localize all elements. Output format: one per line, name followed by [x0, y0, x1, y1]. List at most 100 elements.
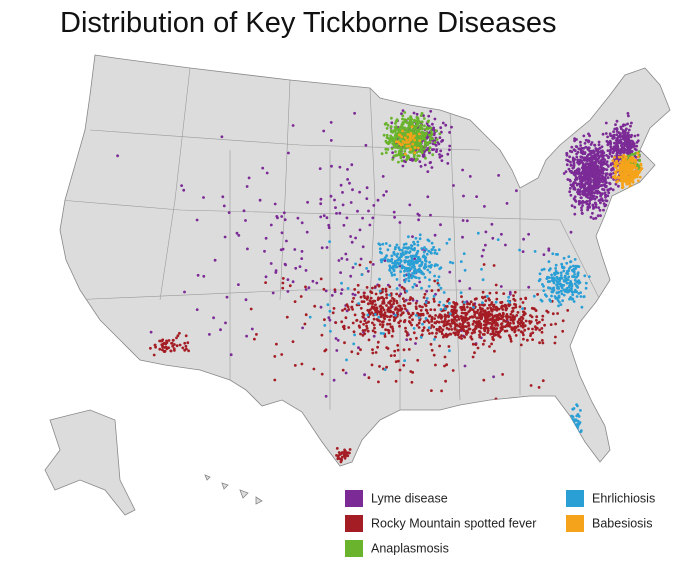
case-dot — [565, 281, 569, 285]
case-dot — [630, 188, 633, 192]
case-dot — [599, 150, 603, 153]
case-dot — [538, 341, 541, 345]
case-dot — [535, 318, 538, 322]
case-dot — [368, 223, 372, 227]
case-dot — [334, 206, 337, 210]
case-dot — [393, 308, 397, 311]
case-dot — [365, 186, 369, 190]
case-dot — [478, 335, 482, 339]
case-dot — [245, 185, 249, 188]
case-dot — [355, 319, 358, 322]
case-dot — [360, 273, 364, 276]
case-dot — [404, 307, 407, 311]
case-dot — [437, 283, 441, 287]
case-dot — [343, 341, 346, 345]
case-dot — [401, 129, 404, 133]
case-dot — [428, 146, 432, 150]
case-dot — [363, 332, 367, 336]
case-dot — [611, 151, 615, 155]
case-dot — [563, 276, 567, 279]
case-dot — [520, 315, 523, 319]
case-dot — [430, 348, 434, 352]
case-dot — [588, 182, 592, 186]
case-dot — [165, 339, 168, 343]
case-dot — [571, 275, 575, 278]
case-dot — [625, 164, 628, 168]
case-dot — [490, 327, 494, 330]
case-dot — [607, 165, 610, 168]
case-dot — [472, 310, 476, 314]
case-dot — [454, 309, 457, 313]
case-dot — [592, 206, 596, 209]
case-dot — [558, 138, 562, 142]
case-dot — [582, 193, 586, 197]
case-dot — [279, 248, 283, 252]
case-dot — [568, 155, 571, 159]
case-dot — [339, 183, 343, 187]
case-dot — [502, 292, 506, 295]
case-dot — [599, 198, 602, 202]
case-dot — [372, 204, 376, 207]
case-dot — [264, 281, 267, 284]
case-dot — [402, 348, 406, 352]
case-dot — [444, 315, 447, 319]
case-dot — [635, 144, 639, 148]
case-dot — [445, 241, 449, 245]
case-dot — [594, 216, 598, 220]
case-dot — [579, 295, 583, 298]
case-dot — [409, 121, 413, 124]
case-dot — [408, 203, 412, 207]
case-dot — [476, 231, 480, 235]
case-dot — [433, 141, 437, 144]
case-dot — [571, 415, 575, 419]
case-dot — [395, 287, 399, 290]
case-dot — [596, 148, 600, 152]
case-dot — [640, 167, 644, 171]
case-dot — [345, 258, 349, 261]
case-dot — [478, 314, 482, 318]
case-dot — [570, 145, 574, 149]
case-dot — [415, 115, 419, 119]
case-dot — [392, 143, 396, 147]
case-dot — [183, 290, 186, 294]
case-dot — [341, 191, 344, 194]
case-dot — [428, 260, 431, 264]
case-dot — [448, 260, 452, 264]
case-dot — [412, 269, 416, 273]
case-dot — [227, 211, 231, 215]
case-dot — [508, 301, 512, 304]
case-dot — [408, 158, 412, 162]
case-dot — [608, 150, 612, 154]
case-dot — [394, 150, 397, 154]
case-dot — [423, 292, 427, 296]
case-dot — [562, 279, 566, 282]
case-dot — [540, 268, 544, 272]
case-dot — [614, 123, 617, 126]
case-dot — [425, 126, 429, 129]
case-dot — [246, 247, 249, 251]
case-dot — [390, 147, 394, 151]
case-dot — [557, 290, 561, 294]
case-dot — [601, 171, 605, 175]
case-dot — [542, 289, 546, 292]
case-dot — [343, 307, 347, 311]
case-dot — [461, 219, 465, 222]
case-dot — [590, 168, 594, 172]
case-dot — [345, 451, 349, 455]
case-dot — [382, 193, 386, 197]
case-dot — [340, 455, 344, 459]
case-dot — [481, 290, 485, 294]
case-dot — [597, 161, 601, 165]
case-dot — [331, 311, 335, 315]
case-dot — [149, 330, 153, 334]
case-dot — [493, 333, 496, 337]
case-dot — [335, 212, 338, 215]
case-dot — [408, 138, 412, 142]
case-dot — [395, 278, 399, 281]
case-dot — [320, 333, 324, 337]
case-dot — [421, 329, 424, 333]
case-dot — [463, 268, 467, 272]
case-dot — [307, 286, 311, 290]
case-dot — [559, 303, 563, 306]
case-dot — [333, 288, 337, 291]
